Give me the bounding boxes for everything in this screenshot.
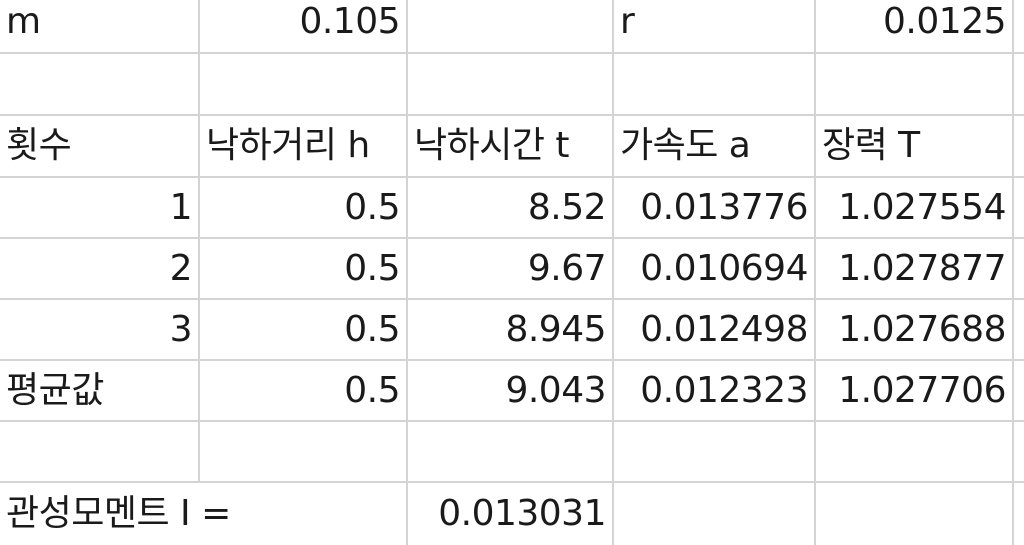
average-acceleration[interactable]: 0.012323: [614, 361, 816, 422]
trial-cell[interactable]: 2: [0, 239, 200, 300]
cell-e8[interactable]: [816, 422, 1014, 483]
distance-cell[interactable]: 0.5: [200, 239, 408, 300]
cell-d1[interactable]: r: [614, 0, 816, 54]
cell-f6[interactable]: [1014, 300, 1024, 361]
cell-d2[interactable]: [614, 54, 816, 116]
trial-cell[interactable]: 1: [0, 178, 200, 239]
cell-b2[interactable]: [200, 54, 408, 116]
cell-e2[interactable]: [816, 54, 1014, 116]
header-acceleration[interactable]: 가속도 a: [614, 116, 816, 178]
cell-d8[interactable]: [614, 422, 816, 483]
time-cell[interactable]: 8.945: [408, 300, 614, 361]
cell-f5[interactable]: [1014, 239, 1024, 300]
cell-e9[interactable]: [816, 483, 1014, 545]
average-time[interactable]: 9.043: [408, 361, 614, 422]
header-drop-time[interactable]: 낙하시간 t: [408, 116, 614, 178]
average-tension[interactable]: 1.027706: [816, 361, 1014, 422]
cell-a8[interactable]: [0, 422, 200, 483]
cell-e1[interactable]: 0.0125: [816, 0, 1014, 54]
moment-label[interactable]: 관성모멘트 I =: [0, 483, 231, 545]
cell-f4[interactable]: [1014, 178, 1024, 239]
average-label[interactable]: 평균값: [0, 361, 200, 422]
tension-cell[interactable]: 1.027688: [816, 300, 1014, 361]
cell-a2[interactable]: [0, 54, 200, 116]
cell-f2[interactable]: [1014, 54, 1024, 116]
cell-f9[interactable]: [1014, 483, 1024, 545]
header-trial[interactable]: 횟수: [0, 116, 200, 178]
cell-a1[interactable]: m: [0, 0, 200, 54]
cell-c2[interactable]: [408, 54, 614, 116]
header-drop-distance[interactable]: 낙하거리 h: [200, 116, 408, 178]
moment-value[interactable]: 0.013031: [408, 483, 614, 545]
cell-b8[interactable]: [200, 422, 408, 483]
acceleration-cell[interactable]: 0.012498: [614, 300, 816, 361]
time-cell[interactable]: 9.67: [408, 239, 614, 300]
cell-f7[interactable]: [1014, 361, 1024, 422]
cell-c8[interactable]: [408, 422, 614, 483]
trial-cell[interactable]: 3: [0, 300, 200, 361]
distance-cell[interactable]: 0.5: [200, 300, 408, 361]
tension-cell[interactable]: 1.027877: [816, 239, 1014, 300]
cell-f1[interactable]: [1014, 0, 1024, 54]
cell-b1[interactable]: 0.105: [200, 0, 408, 54]
acceleration-cell[interactable]: 0.010694: [614, 239, 816, 300]
cell-f3[interactable]: [1014, 116, 1024, 178]
cell-f8[interactable]: [1014, 422, 1024, 483]
cell-c1[interactable]: [408, 0, 614, 54]
cell-b9[interactable]: [200, 483, 408, 545]
tension-cell[interactable]: 1.027554: [816, 178, 1014, 239]
time-cell[interactable]: 8.52: [408, 178, 614, 239]
cell-d9[interactable]: [614, 483, 816, 545]
average-distance[interactable]: 0.5: [200, 361, 408, 422]
header-tension[interactable]: 장력 T: [816, 116, 1014, 178]
distance-cell[interactable]: 0.5: [200, 178, 408, 239]
acceleration-cell[interactable]: 0.013776: [614, 178, 816, 239]
